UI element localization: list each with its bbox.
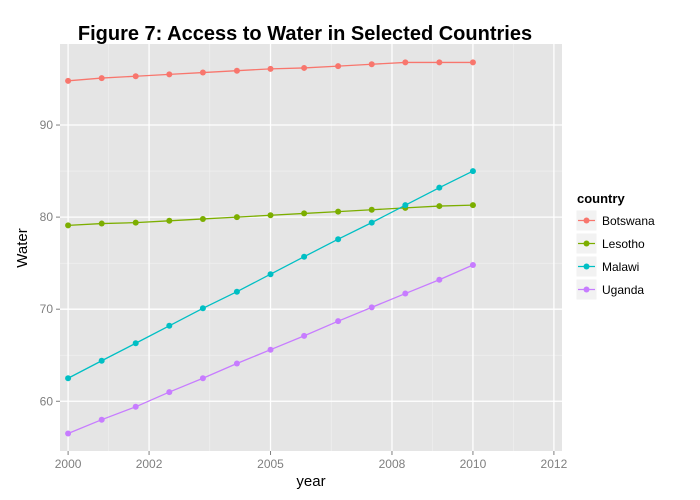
legend: country Botswana Lesotho Malawi Uganda bbox=[575, 191, 655, 301]
x-tick-label: 2002 bbox=[136, 457, 163, 471]
data-point-botswana bbox=[436, 59, 443, 66]
data-point-uganda bbox=[166, 389, 173, 396]
axis-ticks: 60 70 80 90 2000 2002 2005 2008 2010 2012 bbox=[40, 118, 568, 471]
data-point-botswana bbox=[335, 63, 342, 70]
x-tick-label: 2012 bbox=[541, 457, 568, 471]
data-point-uganda bbox=[436, 276, 443, 283]
legend-label-uganda: Uganda bbox=[602, 283, 644, 297]
data-point-botswana bbox=[132, 73, 139, 80]
legend-label-malawi: Malawi bbox=[602, 260, 639, 274]
y-tick-label: 70 bbox=[40, 302, 54, 316]
y-axis-title: Water bbox=[14, 228, 31, 267]
data-point-botswana bbox=[98, 75, 105, 82]
data-point-botswana bbox=[469, 59, 476, 66]
y-tick-label: 60 bbox=[40, 394, 54, 408]
data-point-lesotho bbox=[65, 222, 72, 229]
grid-lines bbox=[60, 44, 562, 451]
data-point-malawi bbox=[267, 271, 274, 278]
y-tick-label: 90 bbox=[40, 118, 54, 132]
data-point-uganda bbox=[132, 403, 139, 410]
data-point-malawi bbox=[469, 168, 476, 175]
data-point-botswana bbox=[301, 64, 308, 71]
data-point-uganda bbox=[469, 261, 476, 268]
chart-title: Figure 7: Access to Water in Selected Co… bbox=[78, 23, 532, 45]
data-point-uganda bbox=[199, 375, 206, 382]
x-axis-title: year bbox=[296, 473, 325, 490]
data-point-lesotho bbox=[335, 208, 342, 215]
data-point-lesotho bbox=[98, 220, 105, 227]
data-point-uganda bbox=[65, 430, 72, 437]
data-point-uganda bbox=[98, 416, 105, 423]
data-point-botswana bbox=[267, 65, 274, 72]
data-point-lesotho bbox=[368, 206, 375, 213]
data-point-uganda bbox=[402, 290, 409, 297]
y-tick-label: 80 bbox=[40, 210, 54, 224]
data-point-botswana bbox=[368, 61, 375, 68]
data-point-malawi bbox=[301, 253, 308, 260]
data-point-malawi bbox=[368, 219, 375, 226]
data-point-malawi bbox=[65, 375, 72, 382]
data-point-botswana bbox=[166, 71, 173, 78]
data-point-lesotho bbox=[267, 212, 274, 219]
legend-point-uganda bbox=[583, 286, 590, 293]
data-point-lesotho bbox=[469, 202, 476, 209]
legend-point-botswana bbox=[583, 217, 590, 224]
data-point-malawi bbox=[166, 322, 173, 329]
x-tick-label: 2005 bbox=[257, 457, 284, 471]
data-point-uganda bbox=[233, 360, 240, 367]
x-tick-label: 2008 bbox=[379, 457, 406, 471]
data-point-lesotho bbox=[233, 214, 240, 221]
data-point-malawi bbox=[335, 236, 342, 243]
legend-title: country bbox=[577, 191, 625, 206]
x-tick-label: 2010 bbox=[460, 457, 487, 471]
x-tick-label: 2000 bbox=[55, 457, 82, 471]
data-point-malawi bbox=[98, 357, 105, 364]
data-point-botswana bbox=[402, 59, 409, 66]
data-point-lesotho bbox=[301, 210, 308, 217]
data-point-uganda bbox=[267, 346, 274, 353]
data-point-uganda bbox=[368, 304, 375, 311]
data-point-botswana bbox=[233, 67, 240, 74]
data-point-malawi bbox=[199, 305, 206, 312]
data-point-uganda bbox=[301, 332, 308, 339]
plot-panel bbox=[60, 44, 562, 451]
data-point-botswana bbox=[199, 69, 206, 76]
data-point-lesotho bbox=[436, 203, 443, 210]
data-point-malawi bbox=[402, 202, 409, 209]
data-point-uganda bbox=[335, 318, 342, 325]
legend-point-malawi bbox=[583, 263, 590, 270]
legend-label-botswana: Botswana bbox=[602, 214, 655, 228]
legend-point-lesotho bbox=[583, 240, 590, 247]
data-point-lesotho bbox=[132, 219, 139, 226]
data-point-lesotho bbox=[166, 217, 173, 224]
data-point-malawi bbox=[436, 184, 443, 191]
data-point-botswana bbox=[65, 77, 72, 84]
data-point-malawi bbox=[132, 340, 139, 347]
data-point-malawi bbox=[233, 288, 240, 295]
data-point-lesotho bbox=[199, 215, 206, 222]
legend-label-lesotho: Lesotho bbox=[602, 237, 645, 251]
series-lines bbox=[65, 59, 476, 437]
